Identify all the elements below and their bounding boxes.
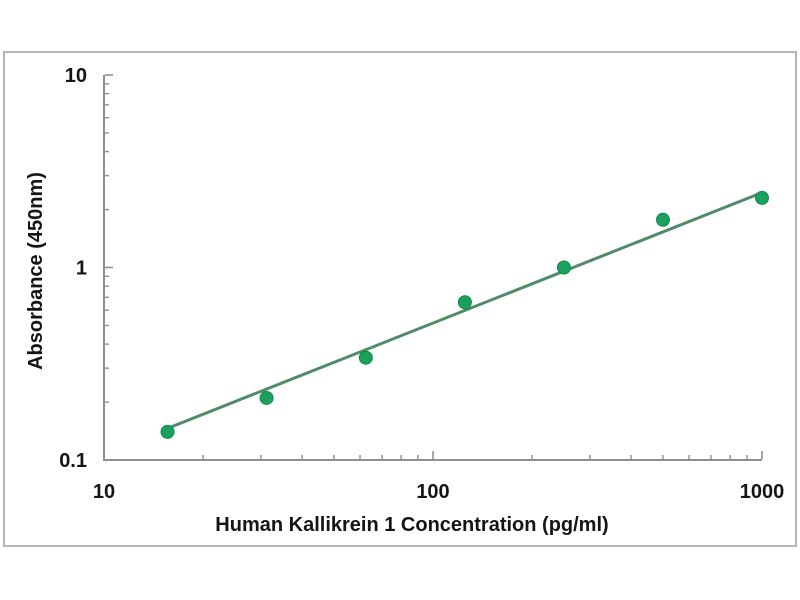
y-axis-title: Absorbance (450nm)	[25, 172, 47, 370]
data-point	[755, 190, 769, 205]
data-point	[160, 424, 175, 439]
y-tick-label: 1	[76, 258, 87, 280]
chart-panel	[3, 51, 797, 547]
x-axis-title: Human Kallikrein 1 Concentration (pg/ml)	[215, 514, 609, 536]
x-tick-label: 1000	[740, 481, 785, 503]
x-tick-label: 10	[93, 481, 115, 503]
data-point	[358, 350, 373, 365]
data-point	[457, 295, 472, 310]
data-point	[655, 212, 670, 227]
y-tick-label: 0.1	[59, 450, 87, 472]
x-tick-label: 100	[416, 481, 449, 503]
y-tick-label: 10	[65, 65, 87, 87]
data-point	[556, 260, 571, 275]
standard-curve-fit-line	[166, 191, 764, 430]
data-point	[259, 390, 274, 405]
